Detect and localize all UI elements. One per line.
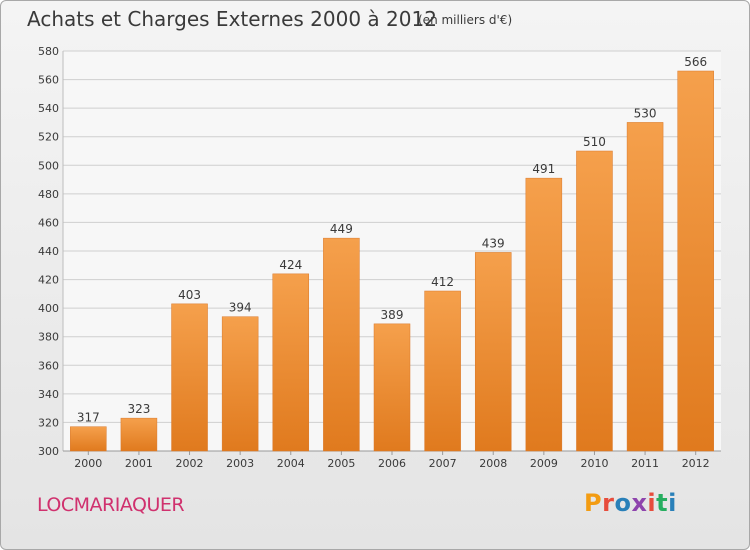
bar-2005	[323, 237, 360, 452]
x-tick-label: 2005	[327, 457, 355, 470]
data-label: 412	[431, 275, 454, 289]
bar-2002	[171, 303, 208, 452]
x-tick-label: 2000	[74, 457, 102, 470]
y-tick-label: 320	[38, 416, 59, 429]
y-tick-label: 300	[38, 445, 59, 458]
bar-2001	[120, 417, 158, 452]
data-label: 449	[330, 222, 353, 236]
bar-2012	[677, 70, 714, 452]
x-tick-label: 2002	[176, 457, 204, 470]
bar-2007	[424, 290, 461, 452]
x-tick-label: 2001	[125, 457, 153, 470]
y-tick-label: 520	[38, 131, 59, 144]
bar-2003	[221, 316, 259, 452]
data-label: 389	[381, 308, 404, 322]
y-tick-label: 360	[38, 359, 59, 372]
bar-2010	[576, 150, 613, 452]
data-label: 491	[532, 162, 555, 176]
data-label: 394	[229, 301, 252, 315]
data-label: 424	[279, 258, 302, 272]
bar-2000	[70, 426, 107, 452]
y-tick-label: 480	[38, 188, 59, 201]
logo-letter: r	[602, 489, 615, 517]
y-tick-label: 380	[38, 331, 59, 344]
data-label: 403	[178, 288, 201, 302]
bar-2006	[373, 323, 411, 452]
x-tick-label: 2009	[530, 457, 558, 470]
chart-subtitle: (en milliers d'€)	[418, 13, 513, 27]
x-tick-label: 2008	[479, 457, 507, 470]
bar-2011	[626, 122, 664, 452]
bar-2004	[272, 273, 310, 452]
y-tick-label: 560	[38, 74, 59, 87]
x-tick-label: 2012	[682, 457, 710, 470]
y-tick-label: 420	[38, 274, 59, 287]
x-tick-label: 2006	[378, 457, 406, 470]
logo-letter: P	[584, 489, 603, 517]
y-tick-label: 340	[38, 388, 59, 401]
place-name: LOCMARIAQUER	[37, 494, 185, 516]
y-tick-label: 400	[38, 302, 59, 315]
x-tick-label: 2007	[429, 457, 457, 470]
logo-letter: i	[647, 489, 657, 517]
chart-title: Achats et Charges Externes 2000 à 2012	[27, 7, 437, 31]
x-tick-label: 2004	[277, 457, 305, 470]
y-tick-label: 540	[38, 102, 59, 115]
x-tick-label: 2003	[226, 457, 254, 470]
y-tick-label: 440	[38, 245, 59, 258]
x-tick-label: 2010	[580, 457, 608, 470]
logo-letter: t	[656, 489, 669, 517]
data-label: 510	[583, 135, 606, 149]
data-label: 530	[634, 106, 657, 120]
proxiti-logo: Proxiti	[584, 489, 677, 517]
bar-2009	[525, 177, 563, 452]
y-tick-label: 460	[38, 216, 59, 229]
y-tick-label: 580	[38, 45, 59, 58]
logo-letter: i	[668, 489, 677, 517]
y-tick-label: 500	[38, 159, 59, 172]
x-tick-label: 2011	[631, 457, 659, 470]
logo-letter: x	[631, 489, 648, 517]
data-label: 317	[77, 411, 100, 425]
data-label: 323	[127, 402, 150, 416]
data-label: 439	[482, 236, 505, 250]
data-label: 566	[684, 55, 707, 69]
logo-letter: o	[614, 489, 632, 517]
bar-2008	[474, 252, 512, 452]
